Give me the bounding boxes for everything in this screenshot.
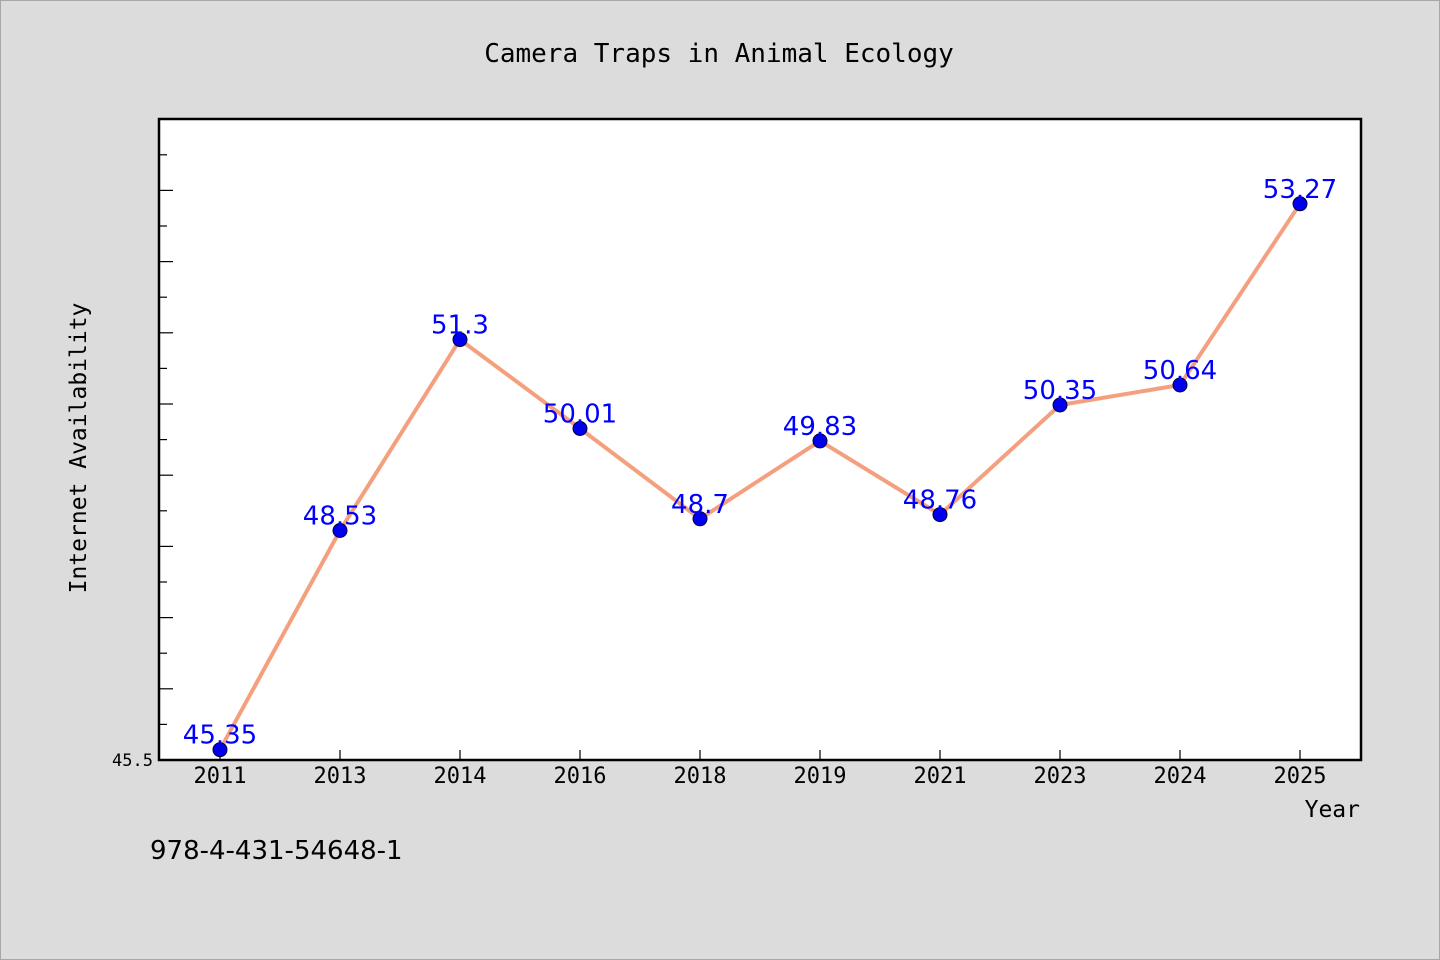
x-tick-label: 2013 bbox=[314, 764, 367, 789]
series-line-group bbox=[218, 201, 1302, 752]
data-label: 50.01 bbox=[543, 400, 617, 430]
data-label: 48.53 bbox=[303, 502, 377, 532]
y-tick-label: 45.5 bbox=[112, 751, 153, 771]
x-tick-label: 2024 bbox=[1154, 764, 1207, 789]
x-axis-label: Year bbox=[1305, 797, 1360, 823]
x-tick-label: 2023 bbox=[1034, 764, 1087, 789]
data-label: 50.64 bbox=[1143, 356, 1217, 386]
data-label: 49.83 bbox=[783, 412, 857, 442]
x-tick-label: 2025 bbox=[1274, 764, 1327, 789]
data-point bbox=[212, 742, 228, 758]
data-label: 53.27 bbox=[1263, 175, 1337, 205]
data-point bbox=[452, 332, 468, 348]
data-label: 48.76 bbox=[903, 486, 977, 516]
plot-area bbox=[157, 117, 1363, 762]
data-label: 50.35 bbox=[1023, 376, 1097, 406]
data-point bbox=[1052, 397, 1068, 413]
data-point bbox=[332, 523, 348, 538]
series-line bbox=[218, 201, 1302, 752]
y-axis-ticks bbox=[159, 154, 173, 761]
data-point bbox=[692, 511, 708, 527]
data-label: 48.7 bbox=[671, 490, 729, 520]
y-axis-label: Internet Availability bbox=[66, 303, 92, 594]
x-tick-label: 2019 bbox=[794, 764, 847, 789]
x-tick-label: 2018 bbox=[674, 764, 727, 789]
data-label: 51.3 bbox=[431, 311, 489, 341]
data-point bbox=[1172, 377, 1188, 393]
data-labels: 45.35 48.53 51.3 50.01 48.7 49.83 48.76 50.35 50… bbox=[183, 175, 1337, 751]
x-axis-tick-labels: 2011 2013 2014 2016 2018 2019 2021 2023 2024 2025 bbox=[194, 764, 1327, 789]
data-point bbox=[932, 507, 948, 523]
x-tick-label: 2021 bbox=[914, 764, 967, 789]
data-point bbox=[1292, 196, 1308, 212]
x-tick-label: 2014 bbox=[434, 764, 487, 789]
footer-text: 978-4-431-54648-1 bbox=[150, 836, 403, 866]
data-point bbox=[812, 433, 828, 449]
data-label: 45.35 bbox=[183, 721, 257, 751]
data-points bbox=[212, 196, 1308, 758]
x-tick-label: 2011 bbox=[194, 764, 247, 789]
x-tick-label: 2016 bbox=[554, 764, 607, 789]
chart-title: Camera Traps in Animal Ecology bbox=[484, 39, 954, 69]
data-point bbox=[572, 421, 588, 436]
